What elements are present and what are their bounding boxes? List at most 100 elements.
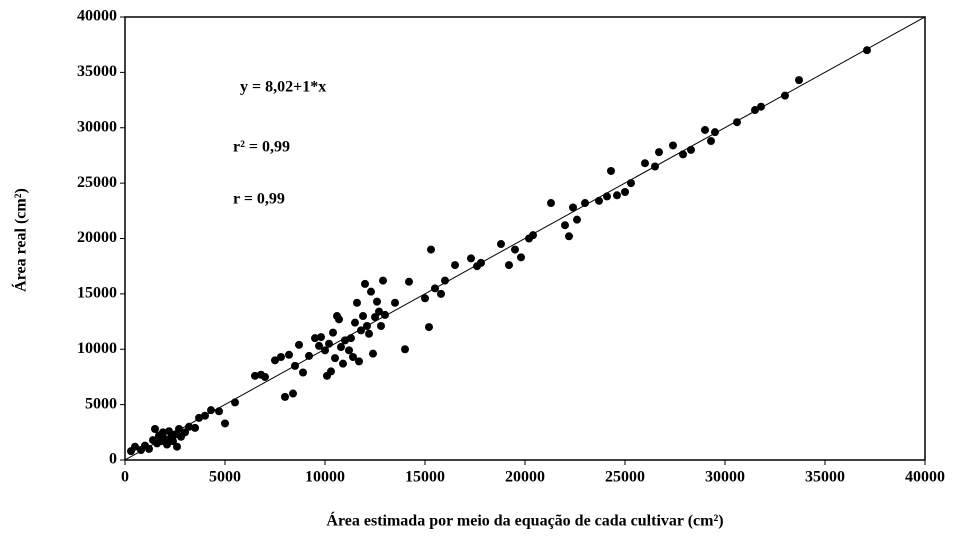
- point: [345, 346, 353, 355]
- point: [363, 321, 371, 330]
- point: [289, 389, 297, 398]
- point: [477, 258, 485, 267]
- point: [603, 192, 611, 201]
- point: [335, 315, 343, 324]
- point: [371, 313, 379, 322]
- y-tick-label: 25000: [77, 174, 117, 191]
- point: [315, 341, 323, 350]
- point: [581, 199, 589, 208]
- y-tick-label: 40000: [77, 8, 117, 25]
- point: [565, 232, 573, 241]
- x-tick-label: 35000: [805, 469, 845, 486]
- point: [159, 428, 167, 437]
- point: [221, 419, 229, 428]
- point: [655, 148, 663, 157]
- point: [341, 336, 349, 345]
- point: [281, 392, 289, 401]
- point: [863, 46, 871, 55]
- point: [175, 424, 183, 433]
- x-tick-label: 5000: [209, 469, 241, 486]
- x-tick-label: 30000: [705, 469, 745, 486]
- point: [169, 437, 177, 446]
- y-axis-label: Área real (cm²): [11, 188, 30, 292]
- point: [707, 137, 715, 146]
- point: [701, 125, 709, 134]
- point: [373, 297, 381, 306]
- point: [369, 349, 377, 358]
- point: [357, 326, 365, 335]
- point: [291, 361, 299, 370]
- point: [251, 371, 259, 380]
- point: [349, 353, 357, 362]
- point: [181, 428, 189, 437]
- point: [651, 162, 659, 171]
- x-tick-label: 15000: [405, 469, 445, 486]
- point: [299, 368, 307, 377]
- y-tick-label: 0: [109, 451, 117, 468]
- point: [569, 203, 577, 212]
- point: [195, 413, 203, 422]
- point: [277, 353, 285, 362]
- point: [321, 346, 329, 355]
- point: [425, 323, 433, 332]
- point: [305, 351, 313, 360]
- point: [627, 179, 635, 188]
- x-tick-label: 0: [121, 469, 129, 486]
- point: [795, 76, 803, 85]
- point: [325, 339, 333, 348]
- point: [751, 106, 759, 115]
- point: [547, 199, 555, 208]
- point: [497, 240, 505, 249]
- point: [427, 245, 435, 254]
- x-tick-label: 10000: [305, 469, 345, 486]
- annotation: r² = 0,99: [233, 139, 290, 156]
- point: [669, 141, 677, 150]
- point: [201, 411, 209, 420]
- point: [285, 350, 293, 359]
- point: [621, 187, 629, 196]
- point: [379, 276, 387, 285]
- point: [311, 334, 319, 343]
- point: [359, 312, 367, 321]
- point: [231, 398, 239, 407]
- x-axis-label: Área estimada por meio da equação de cad…: [326, 511, 723, 530]
- point: [173, 442, 181, 451]
- point: [145, 444, 153, 453]
- y-tick-label: 10000: [77, 340, 117, 357]
- point: [381, 310, 389, 319]
- point: [295, 340, 303, 349]
- point: [405, 277, 413, 286]
- point: [191, 423, 199, 432]
- point: [511, 245, 519, 254]
- point: [529, 231, 537, 240]
- y-tick-label: 30000: [77, 118, 117, 135]
- annotation: r = 0,99: [233, 191, 285, 208]
- point: [687, 145, 695, 154]
- x-tick-label: 20000: [505, 469, 545, 486]
- y-tick-label: 5000: [85, 395, 117, 412]
- point: [431, 284, 439, 293]
- point: [711, 128, 719, 137]
- point: [207, 406, 215, 415]
- point: [329, 328, 337, 337]
- point: [505, 261, 513, 270]
- point: [573, 215, 581, 224]
- point: [331, 354, 339, 363]
- y-tick-label: 15000: [77, 285, 117, 302]
- x-tick-label: 40000: [905, 469, 945, 486]
- point: [367, 287, 375, 296]
- point: [355, 357, 363, 366]
- point: [467, 254, 475, 263]
- y-tick-label: 35000: [77, 63, 117, 80]
- point: [607, 166, 615, 175]
- point: [375, 307, 383, 316]
- point: [271, 356, 279, 365]
- x-tick-label: 25000: [605, 469, 645, 486]
- point: [165, 427, 173, 436]
- point: [641, 159, 649, 168]
- point: [441, 276, 449, 285]
- point: [317, 333, 325, 342]
- point: [131, 442, 139, 451]
- point: [151, 424, 159, 433]
